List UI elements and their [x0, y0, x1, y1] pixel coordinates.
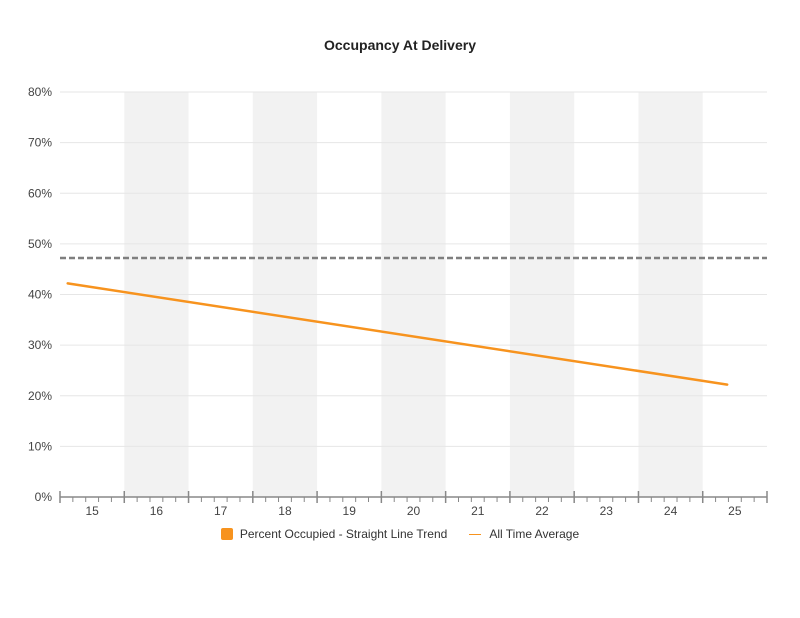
- x-tick-label: 15: [85, 504, 99, 518]
- y-tick-label: 50%: [28, 237, 52, 251]
- x-tick-label: 18: [278, 504, 292, 518]
- series-line-trend: [66, 282, 729, 386]
- y-tick-label: 10%: [28, 439, 52, 453]
- chart-legend: Percent Occupied - Straight Line Trend A…: [0, 527, 800, 541]
- x-tick-label: 19: [343, 504, 357, 518]
- legend-item-trend[interactable]: Percent Occupied - Straight Line Trend: [220, 527, 448, 541]
- x-tick-label: 21: [471, 504, 485, 518]
- y-tick-label: 40%: [28, 288, 52, 302]
- x-tick-label: 23: [600, 504, 614, 518]
- y-tick-label: 70%: [28, 136, 52, 150]
- y-tick-label: 60%: [28, 186, 52, 200]
- chart-title: Occupancy At Delivery: [324, 37, 476, 53]
- x-tick-label: 22: [535, 504, 549, 518]
- legend-item-average[interactable]: All Time Average: [469, 527, 579, 541]
- x-tick-label: 16: [150, 504, 164, 518]
- legend-label-trend: Percent Occupied - Straight Line Trend: [239, 527, 448, 541]
- legend-label-average: All Time Average: [489, 527, 580, 541]
- y-tick-label: 30%: [28, 338, 52, 352]
- y-tick-label: 20%: [28, 389, 52, 403]
- y-tick-label: 0%: [35, 490, 53, 504]
- legend-swatch-trend: [220, 528, 233, 540]
- x-tick-label: 20: [407, 504, 421, 518]
- y-tick-label: 80%: [28, 85, 52, 99]
- x-tick-label: 17: [214, 504, 228, 518]
- legend-swatch-average: [469, 533, 482, 535]
- x-tick-label: 25: [728, 504, 742, 518]
- x-tick-label: 24: [664, 504, 678, 518]
